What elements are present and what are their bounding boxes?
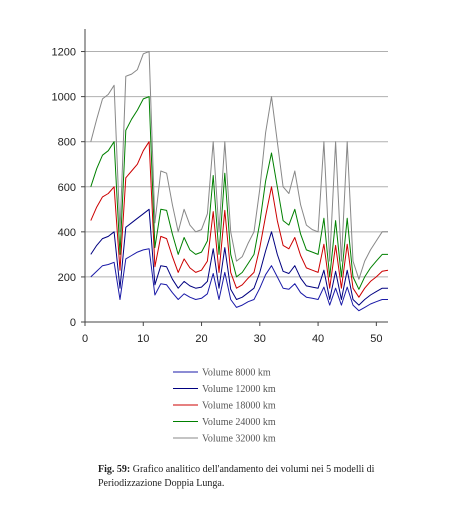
legend: Volume 8000 km Volume 12000 km Volume 1800…: [173, 368, 276, 445]
x-tick-label-40: 40: [312, 333, 324, 345]
x-tick-label-0: 0: [82, 333, 88, 345]
y-tick-label-400: 400: [58, 227, 76, 239]
gridlines: [85, 51, 388, 278]
y-tick-label-0: 0: [70, 317, 76, 329]
x-tick-label-50: 50: [370, 333, 382, 345]
series-line-5: [90, 51, 388, 280]
legend-label-2: Volume 12000 km: [202, 384, 276, 395]
legend-label-4: Volume 24000 km: [202, 417, 276, 428]
series-line-3: [90, 141, 389, 298]
legend-label-1: Volume 8000 km: [202, 368, 271, 379]
y-tick-label-200: 200: [58, 272, 76, 284]
caption-label: Fig. 59:: [98, 464, 131, 475]
legend-label-3: Volume 18000 km: [202, 401, 276, 412]
series-lines: [90, 51, 389, 312]
y-tick-label-600: 600: [58, 182, 76, 194]
axes: [81, 29, 388, 326]
y-tick-label-1200: 1200: [52, 47, 76, 59]
figure-caption: Fig. 59: Grafico analitico dell'andament…: [98, 463, 398, 491]
series-line-4: [90, 96, 388, 290]
caption-text: Grafico analitico dell'andamento dei vol…: [98, 464, 375, 489]
series-line-1: [90, 248, 388, 312]
x-tick-label-30: 30: [254, 333, 266, 345]
legend-label-5: Volume 32000 km: [202, 434, 276, 445]
series-line-2: [90, 208, 388, 306]
y-tick-label-1000: 1000: [52, 92, 76, 104]
y-tick-label-800: 800: [58, 137, 76, 149]
x-tick-label-20: 20: [195, 333, 207, 345]
tick-labels: 0 200 400 600 800 1000 1200 0 10 20 30 40 50: [52, 47, 383, 345]
x-tick-label-10: 10: [137, 333, 149, 345]
